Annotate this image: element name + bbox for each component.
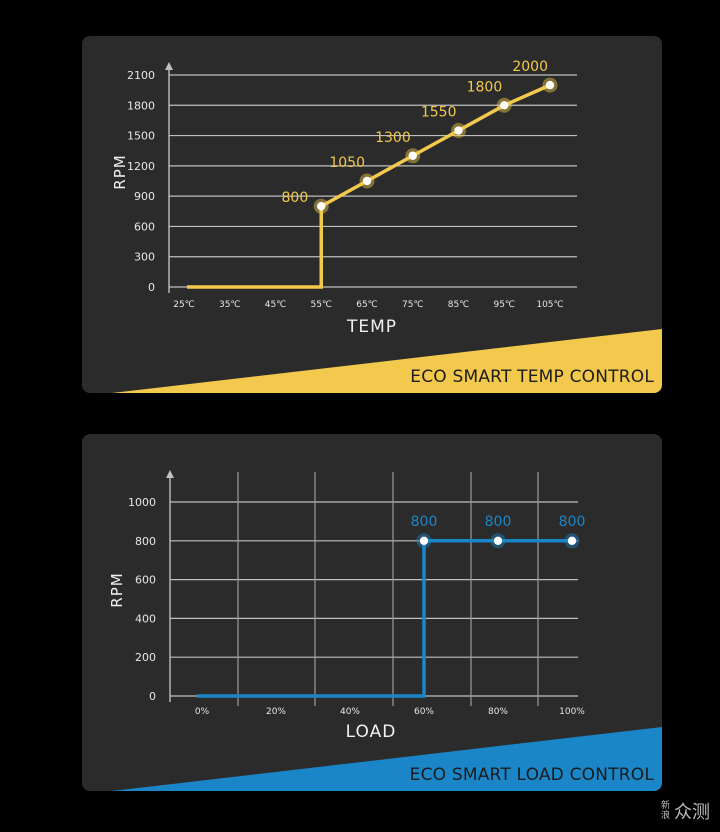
data-point [500, 101, 509, 110]
y-axis-title: RPM [108, 572, 126, 607]
x-tick-label: 95℃ [493, 300, 515, 310]
temp-chart: 0 300 600 900 1200 1500 1800 2100 25℃ 35℃ 45℃ 55℃ 65… [111, 59, 662, 393]
x-axis-title: TEMP [346, 317, 397, 337]
data-label: 800 [282, 190, 309, 206]
x-tick-label: 55℃ [310, 300, 332, 310]
y-tick-label: 0 [149, 690, 156, 703]
data-point [419, 536, 429, 545]
data-label: 1050 [329, 155, 365, 171]
data-point [545, 80, 555, 90]
data-point [454, 126, 463, 135]
y-tick-label: 600 [135, 574, 156, 587]
watermark: 新 浪 众测 [661, 798, 710, 824]
x-tick-label: 35℃ [219, 300, 241, 310]
x-tick-label: 80% [488, 707, 508, 717]
data-point [408, 151, 417, 160]
load-banner-label: ECO SMART LOAD CONTROL [409, 765, 654, 785]
banner-stripe [112, 727, 662, 791]
data-label: 800 [559, 514, 586, 530]
data-label: 800 [411, 514, 438, 530]
y-axis-title: RPM [111, 154, 129, 189]
watermark-big: 众测 [674, 802, 710, 823]
x-tick-label: 105℃ [536, 300, 563, 310]
data-point [567, 536, 577, 545]
data-label: 2000 [512, 59, 548, 75]
y-tick-label: 300 [134, 251, 155, 264]
y-tick-label: 200 [135, 651, 156, 664]
y-tick-label: 1000 [128, 496, 156, 509]
temp-banner-label: ECO SMART TEMP CONTROL [410, 367, 654, 387]
series-line [187, 83, 551, 289]
data-label: 1300 [375, 130, 411, 146]
load-chart: 0 200 400 600 800 1000 0% 20% 40% 60% 80% 100% LOAD R… [108, 470, 662, 791]
data-point [317, 202, 326, 211]
data-point [362, 176, 372, 186]
x-tick-label: 60% [414, 707, 434, 717]
x-tick-label: 0% [195, 707, 210, 717]
y-tick-label: 600 [134, 220, 155, 233]
y-tick-label: 1200 [127, 160, 155, 173]
y-tick-label: 1800 [127, 99, 155, 112]
banner-stripe [112, 329, 662, 393]
y-tick-label: 900 [134, 190, 155, 203]
data-label: 800 [485, 514, 512, 530]
watermark-stack: 新 浪 [661, 801, 670, 821]
load-chart-panel: 0 200 400 600 800 1000 0% 20% 40% 60% 80% 100% LOAD R… [82, 434, 662, 791]
x-axis-title: LOAD [346, 722, 397, 742]
y-tick-label: 800 [135, 535, 156, 548]
x-tick-label: 40% [340, 707, 360, 717]
y-tick-label: 0 [148, 281, 155, 294]
y-axis-arrow [165, 62, 173, 70]
data-label: 1550 [421, 105, 457, 121]
y-axis-arrow [166, 470, 174, 478]
x-tick-label: 75℃ [402, 300, 424, 310]
x-tick-label: 25℃ [173, 300, 195, 310]
y-tick-label: 2100 [127, 69, 155, 82]
watermark-small-top: 新 [660, 801, 670, 811]
y-tick-label: 1500 [127, 130, 155, 143]
watermark-small-bottom: 浪 [660, 811, 670, 821]
x-tick-label: 100% [559, 707, 585, 717]
x-tick-label: 65℃ [356, 300, 378, 310]
data-point [493, 536, 503, 545]
x-tick-label: 45℃ [265, 300, 287, 310]
x-tick-label: 85℃ [448, 300, 470, 310]
x-tick-label: 20% [266, 707, 286, 717]
temp-chart-panel: 0 300 600 900 1200 1500 1800 2100 25℃ 35℃ 45℃ 55℃ 65… [82, 36, 662, 393]
y-tick-label: 400 [135, 612, 156, 625]
data-label: 1800 [467, 79, 503, 95]
